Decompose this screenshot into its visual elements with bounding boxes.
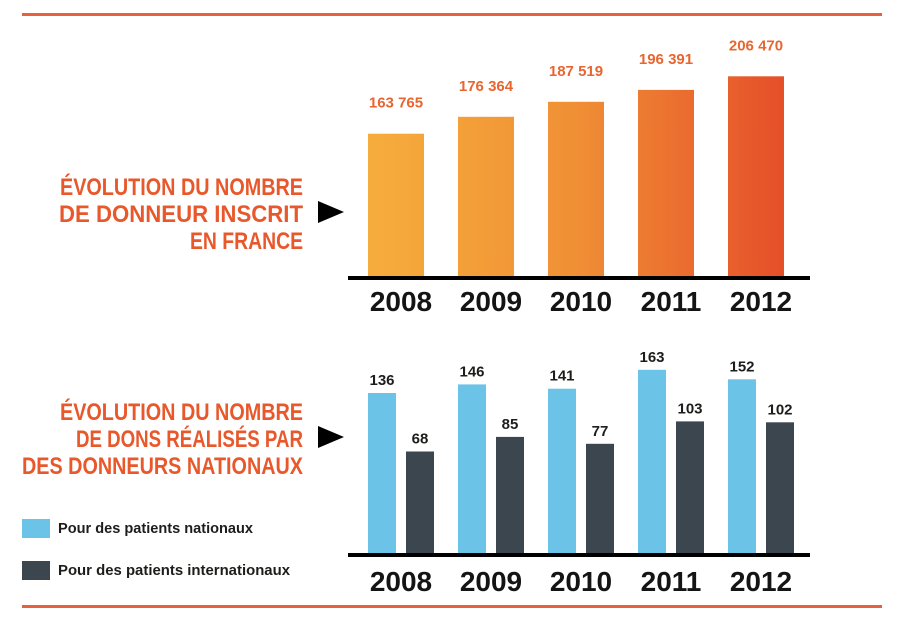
chart-title-line-3: DES DONNEURS NATIONAUX	[22, 453, 303, 480]
data-label-national-2008: 136	[369, 372, 394, 389]
bar-series	[368, 76, 784, 277]
donations-chart: ÉVOLUTION DU NOMBRE DE DONS RÉALISÉS PAR…	[22, 349, 810, 597]
x-tick-label-2010: 2010	[550, 286, 612, 317]
legend-label-national: Pour des patients nationaux	[58, 521, 253, 537]
chart-title-line-1: ÉVOLUTION DU NOMBRE	[60, 173, 303, 201]
bar-national-2010	[548, 388, 576, 553]
data-label-national-2011: 163	[639, 349, 664, 366]
chart-title-line-3: EN FRANCE	[190, 228, 303, 255]
x-tick-label-2010: 2010	[550, 566, 612, 597]
data-label-international-2011: 103	[677, 400, 702, 417]
chart-title-line-2: DE DONNEUR INSCRIT	[59, 201, 303, 228]
data-labels: 163 765 176 364 187 519 196 391 206 470	[369, 37, 783, 111]
data-label-national-2010: 141	[549, 368, 574, 385]
legend: Pour des patients nationaux Pour des pat…	[22, 519, 290, 580]
x-tick-label-2011: 2011	[641, 286, 702, 317]
bar-international-2011	[676, 421, 704, 553]
data-label-2009: 176 364	[459, 78, 514, 95]
bar-international-2008	[406, 451, 434, 553]
x-tick-label-2008: 2008	[370, 566, 432, 597]
data-label-national-2009: 146	[459, 363, 484, 380]
chart-title-line-1: ÉVOLUTION DU NOMBRE	[60, 398, 303, 426]
data-label-international-2012: 102	[767, 401, 792, 418]
bar-international-2010	[586, 443, 614, 553]
x-tick-label-2012: 2012	[730, 286, 792, 317]
legend-swatch-national	[22, 519, 50, 538]
x-tick-label-2012: 2012	[730, 566, 792, 597]
x-tick-labels: 2008 2009 2010 2011 2012	[370, 566, 792, 597]
top-rule	[22, 13, 882, 16]
x-tick-label-2011: 2011	[641, 566, 702, 597]
x-tick-labels: 2008 2009 2010 2011 2012	[370, 286, 792, 317]
chart-title-line-2: DE DONS RÉALISÉS PAR	[76, 425, 303, 453]
data-label-international-2009: 85	[502, 416, 519, 433]
bar-series	[368, 369, 794, 553]
bar-2008	[368, 133, 424, 276]
bar-2010	[548, 101, 604, 276]
bar-2009	[458, 116, 514, 276]
donor-registry-chart: ÉVOLUTION DU NOMBRE DE DONNEUR INSCRIT E…	[59, 37, 810, 317]
legend-swatch-international	[22, 561, 50, 580]
data-label-2012: 206 470	[729, 37, 783, 54]
bar-2012	[728, 76, 784, 276]
x-tick-label-2009: 2009	[460, 566, 522, 597]
data-label-national-2012: 152	[729, 358, 754, 375]
bar-international-2009	[496, 436, 524, 553]
data-label-2011: 196 391	[639, 51, 693, 68]
bar-national-2008	[368, 393, 396, 553]
data-label-2010: 187 519	[549, 63, 603, 80]
data-label-2008: 163 765	[369, 95, 423, 112]
bottom-rule	[22, 605, 882, 608]
bar-national-2009	[458, 384, 486, 553]
triangle-right-icon	[318, 426, 344, 448]
bar-international-2012	[766, 422, 794, 553]
triangle-right-icon	[318, 201, 344, 223]
x-tick-label-2008: 2008	[370, 286, 432, 317]
legend-label-international: Pour des patients internationaux	[58, 563, 290, 579]
data-label-international-2008: 68	[412, 431, 429, 448]
x-tick-label-2009: 2009	[460, 286, 522, 317]
bar-national-2011	[638, 369, 666, 553]
data-label-international-2010: 77	[592, 423, 609, 440]
bar-2011	[638, 89, 694, 277]
data-labels: 136 146 141 163 152 68 85 77 103 102	[369, 349, 792, 448]
bar-national-2012	[728, 379, 756, 553]
